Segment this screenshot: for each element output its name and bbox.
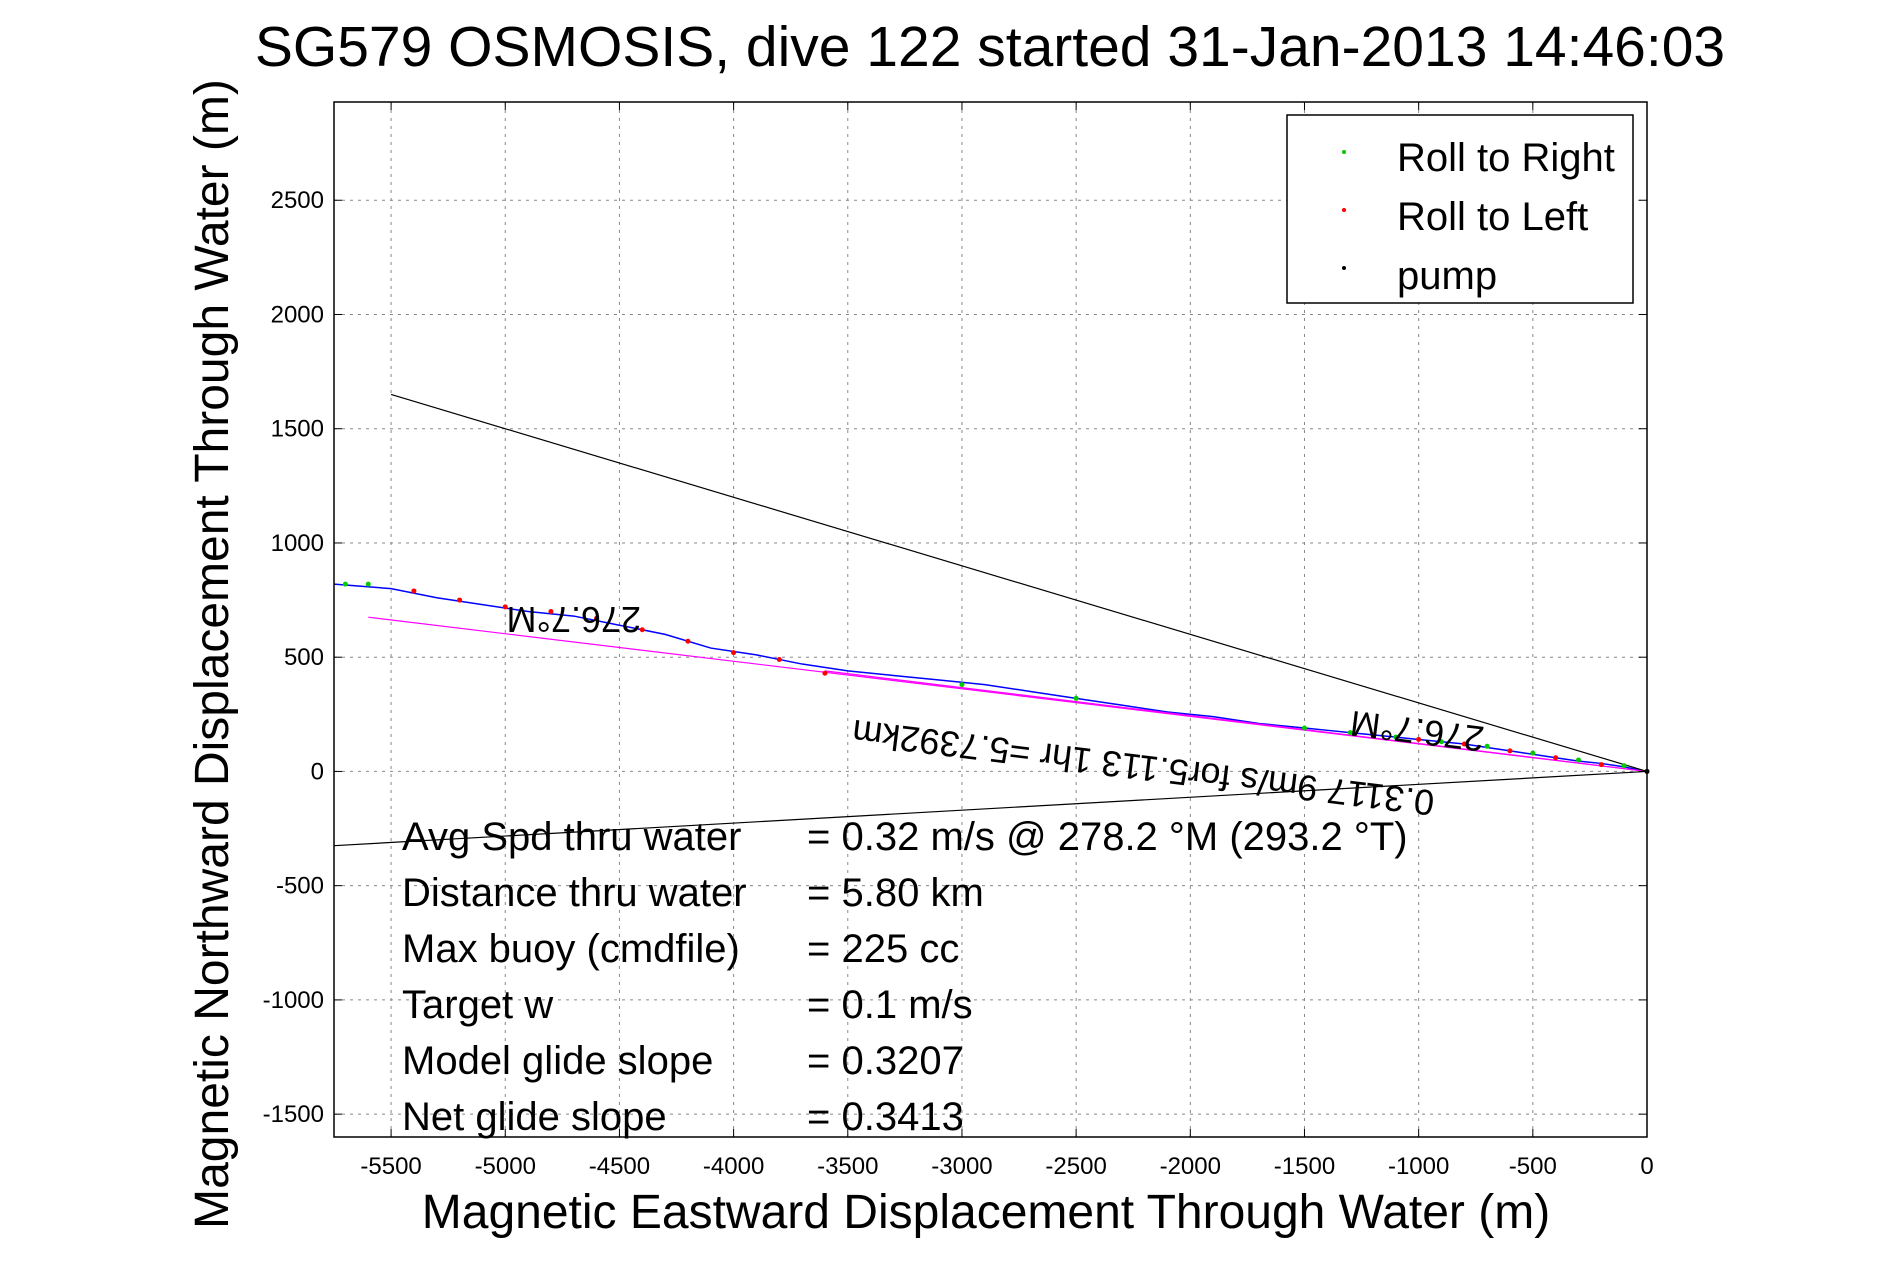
heading-annotation: 276.7°M bbox=[1348, 703, 1486, 760]
stat-label: Max buoy (cmdfile) bbox=[402, 927, 740, 971]
roll-left-marker bbox=[1507, 748, 1513, 754]
roll-left-marker bbox=[685, 638, 691, 644]
x-tick-label: -4500 bbox=[589, 1153, 650, 1180]
stat-value: = 0.3207 bbox=[807, 1039, 964, 1083]
stat-value: = 0.1 m/s bbox=[807, 983, 973, 1027]
roll-left-marker bbox=[594, 615, 600, 621]
x-tick-label: -5000 bbox=[475, 1153, 536, 1180]
roll-left-marker bbox=[502, 604, 508, 610]
stat-value: = 0.3413 bbox=[807, 1095, 964, 1139]
y-tick-label: 1500 bbox=[271, 416, 324, 443]
x-tick-label: -3000 bbox=[931, 1153, 992, 1180]
y-tick-label: 500 bbox=[284, 644, 324, 671]
legend-label-pump: pump bbox=[1397, 254, 1497, 298]
x-tick-label: -2000 bbox=[1160, 1153, 1221, 1180]
x-tick-label: -1000 bbox=[1388, 1153, 1449, 1180]
roll-left-marker bbox=[639, 627, 645, 633]
y-tick-label: -500 bbox=[276, 873, 324, 900]
roll-right-marker bbox=[959, 682, 965, 688]
x-tick-label: -4000 bbox=[703, 1153, 764, 1180]
x-tick-label: -3500 bbox=[817, 1153, 878, 1180]
stat-label: Distance thru water bbox=[402, 871, 747, 915]
stat-label: Net glide slope bbox=[402, 1095, 667, 1139]
roll-left-marker bbox=[822, 670, 828, 676]
envelope-line bbox=[390, 393, 1648, 773]
grid bbox=[334, 102, 1648, 1137]
y-tick-label: 2500 bbox=[271, 187, 324, 214]
stat-label: Model glide slope bbox=[402, 1039, 713, 1083]
plot-frame bbox=[333, 101, 1648, 1138]
plot-data bbox=[333, 393, 1650, 847]
roll-right-marker bbox=[1621, 763, 1627, 769]
roll-right-marker bbox=[1575, 757, 1581, 763]
y-tick-label: -1500 bbox=[263, 1101, 324, 1128]
legend-marker-roll-right bbox=[1342, 150, 1346, 154]
stat-value: = 225 cc bbox=[807, 927, 959, 971]
legend-marker-pump bbox=[1342, 266, 1346, 270]
roll-left-marker bbox=[457, 597, 463, 603]
roll-right-marker bbox=[1438, 739, 1444, 745]
heading-annotation: 276.7°M bbox=[507, 599, 641, 640]
envelope-line bbox=[333, 770, 1648, 847]
y-axis-label: Magnetic Northward Displacement Through … bbox=[186, 79, 239, 1229]
chart-title: SG579 OSMOSIS, dive 122 started 31-Jan-2… bbox=[255, 15, 1725, 79]
y-tick-label: 0 bbox=[311, 758, 324, 785]
roll-left-marker bbox=[1553, 755, 1559, 761]
y-tick-label: -1000 bbox=[263, 987, 324, 1014]
x-tick-label: 0 bbox=[1640, 1153, 1653, 1180]
roll-right-marker bbox=[1530, 750, 1536, 756]
roll-left-marker bbox=[776, 656, 782, 662]
roll-left-marker bbox=[1416, 736, 1422, 742]
roll-left-marker bbox=[411, 588, 417, 594]
stat-label: Avg Spd thru water bbox=[402, 815, 741, 859]
stat-label: Target w bbox=[402, 983, 553, 1027]
roll-left-marker bbox=[548, 609, 554, 615]
roll-right-marker bbox=[1347, 730, 1353, 736]
roll-right-marker bbox=[1301, 725, 1307, 731]
y-tick-label: 2000 bbox=[271, 301, 324, 328]
heading-annotation: 0.3117 9m/s for5.113 1hr =5.7392km bbox=[850, 712, 1437, 824]
stat-value: = 0.32 m/s @ 278.2 °M (293.2 °T) bbox=[807, 815, 1408, 859]
stat-value: = 5.80 km bbox=[807, 871, 984, 915]
legend-label-roll-left: Roll to Left bbox=[1397, 195, 1588, 239]
roll-right-marker bbox=[1484, 743, 1490, 749]
roll-left-marker bbox=[1598, 762, 1604, 768]
roll-right-marker bbox=[1393, 734, 1399, 740]
legend-marker-roll-left bbox=[1342, 208, 1346, 212]
x-tick-label: -500 bbox=[1509, 1153, 1557, 1180]
x-axis-label: Magnetic Eastward Displacement Through W… bbox=[422, 1186, 1550, 1239]
roll-left-marker bbox=[1370, 732, 1376, 738]
roll-right-marker bbox=[1073, 695, 1079, 701]
y-tick-label: 1000 bbox=[271, 530, 324, 557]
legend-label-roll-right: Roll to Right bbox=[1397, 136, 1615, 180]
legend: Roll to Right Roll to Left pump bbox=[1286, 114, 1634, 304]
roll-right-marker bbox=[365, 581, 371, 587]
x-tick-label: -2500 bbox=[1045, 1153, 1106, 1180]
tick-labels: -5500 -5000 -4500 -4000 -3500 -3000 -2500 -2000… bbox=[263, 102, 1654, 1180]
roll-right-marker bbox=[342, 581, 348, 587]
x-tick-label: -1500 bbox=[1274, 1153, 1335, 1180]
x-tick-label: -5500 bbox=[360, 1153, 421, 1180]
stats-block: Avg Spd thru water = 0.32 m/s @ 278.2 °M … bbox=[402, 815, 1408, 1139]
heading-line-line bbox=[824, 670, 1648, 773]
roll-left-marker bbox=[1461, 741, 1467, 747]
roll-left-marker bbox=[731, 650, 737, 656]
